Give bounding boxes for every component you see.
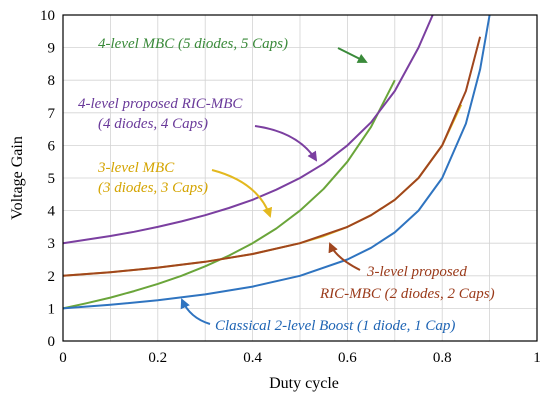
y-axis-title: Voltage Gain xyxy=(9,136,26,220)
y-tick-label: 0 xyxy=(48,334,56,350)
series-line-classical-boost xyxy=(62,14,491,310)
x-tick-label: 0.8 xyxy=(433,350,452,366)
annotation-3level-ric-mbc-line2: RIC-MBC (2 diodes, 2 Caps) xyxy=(319,286,495,302)
y-tick-labels: 0 1 2 3 4 5 6 7 8 9 10 xyxy=(40,8,56,350)
y-tick-label: 10 xyxy=(40,8,55,24)
x-tick-label: 0.4 xyxy=(243,350,262,366)
annotation-4level-ric-mbc-line2: (4 diodes, 4 Caps) xyxy=(98,116,208,132)
y-tick-label: 3 xyxy=(48,236,56,252)
x-axis-title: Duty cycle xyxy=(269,375,339,392)
x-tick-label: 1 xyxy=(533,350,541,366)
y-tick-label: 8 xyxy=(48,73,56,89)
y-tick-label: 2 xyxy=(48,269,56,285)
annotation-3level-mbc-line1: 3-level MBC xyxy=(97,160,175,176)
annotation-3level-ric-mbc-line1: 3-level proposed xyxy=(366,264,467,280)
y-tick-label: 4 xyxy=(48,204,56,220)
y-tick-label: 9 xyxy=(48,41,56,57)
y-tick-label: 7 xyxy=(48,106,56,122)
series-line-4level-ric-mbc xyxy=(62,14,434,245)
y-tick-label: 6 xyxy=(48,138,56,154)
annotation-4level-mbc: 4-level MBC (5 diodes, 5 Caps) xyxy=(98,36,288,52)
annotation-3level-mbc-line2: (3 diodes, 3 Caps) xyxy=(98,180,208,196)
annotation-4level-ric-mbc-line1: 4-level proposed RIC-MBC xyxy=(78,96,243,112)
arrow-4level-mbc xyxy=(337,47,368,63)
x-tick-label: 0 xyxy=(59,350,67,366)
series-line-3level-ric-mbc xyxy=(62,36,482,277)
annotations: 4-level MBC (5 diodes, 5 Caps) 4-level p… xyxy=(78,36,495,334)
arrow-4level-ric-mbc xyxy=(254,125,318,162)
y-tick-label: 1 xyxy=(48,301,56,317)
series-line-4level-mbc xyxy=(62,79,396,310)
x-tick-label: 0.2 xyxy=(148,350,167,366)
arrow-3level-mbc xyxy=(211,169,273,218)
y-tick-label: 5 xyxy=(48,171,56,187)
plot-frame xyxy=(62,14,538,342)
x-tick-labels: 0 0.2 0.4 0.6 0.8 1 xyxy=(59,350,541,366)
arrow-3level-ric-mbc xyxy=(328,242,361,271)
arrow-classical-boost xyxy=(180,298,211,325)
annotation-classical-boost: Classical 2-level Boost (1 diode, 1 Cap) xyxy=(215,318,455,334)
series-group xyxy=(62,14,491,310)
x-tick-label: 0.6 xyxy=(338,350,357,366)
